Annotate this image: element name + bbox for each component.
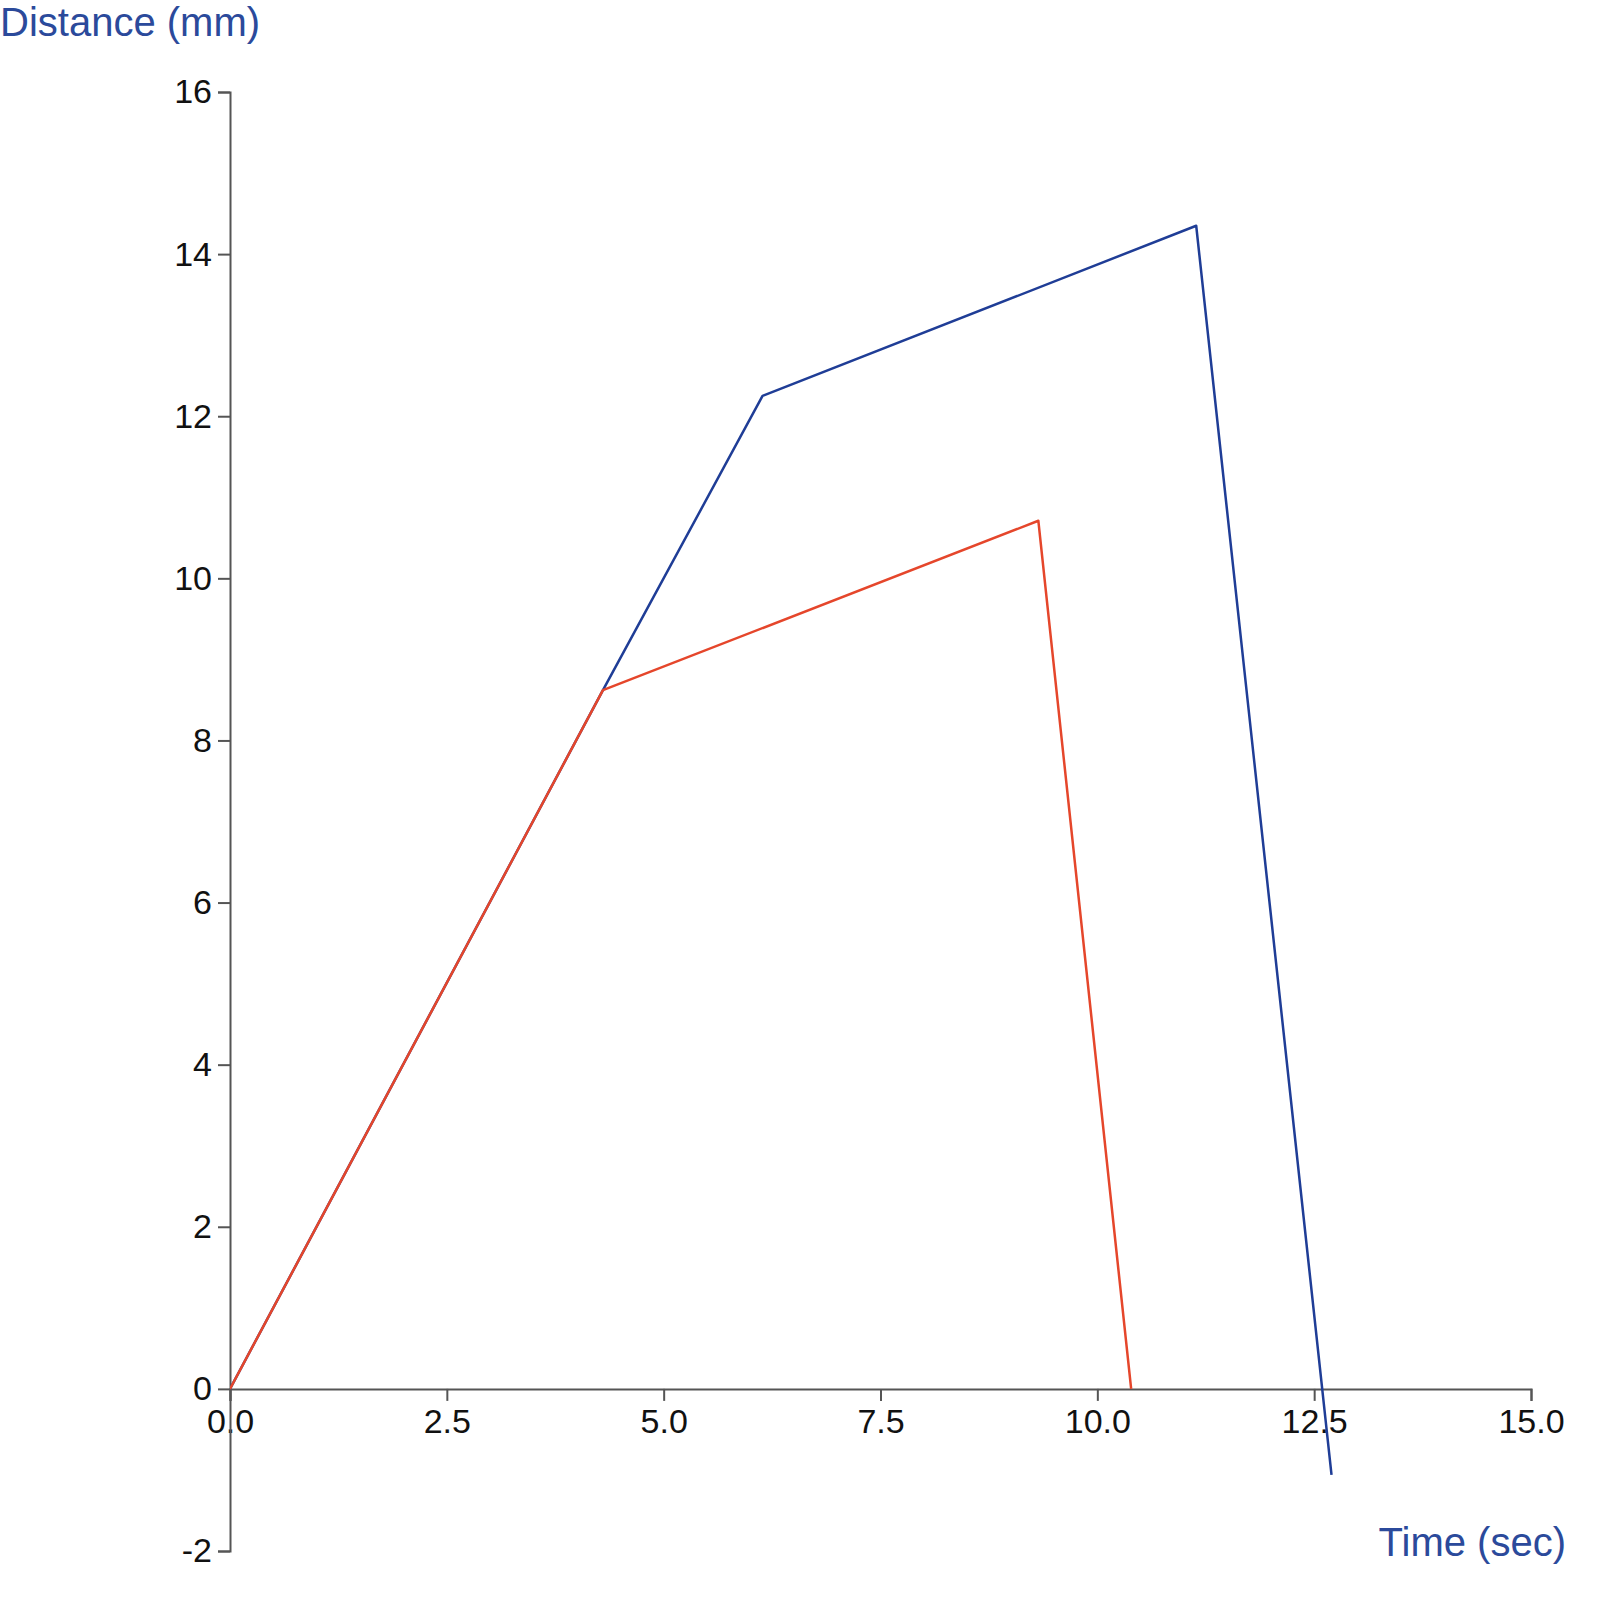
x-tick-label: 2.5 bbox=[424, 1402, 471, 1440]
y-tick-mark bbox=[218, 740, 230, 742]
y-tick-label: 14 bbox=[174, 234, 212, 272]
x-axis-line bbox=[231, 1389, 1532, 1401]
series-line bbox=[230, 226, 1332, 1475]
y-tick: 10 bbox=[174, 559, 230, 597]
y-tick-label: 8 bbox=[193, 721, 212, 759]
y-axis: -2 0 2 4 6 8 10 12 14 16 bbox=[174, 72, 230, 1569]
y-tick: -2 bbox=[182, 1531, 230, 1569]
y-tick-label: 0 bbox=[193, 1369, 212, 1407]
x-axis: 0.02.55.07.510.012.515.0 bbox=[207, 1389, 1565, 1440]
y-tick-mark bbox=[218, 1226, 230, 1228]
y-axis-line bbox=[218, 93, 231, 1552]
x-tick-label: 7.5 bbox=[857, 1402, 904, 1440]
y-axis-title: Distance (mm) bbox=[0, 0, 260, 44]
x-tick: 12.5 bbox=[1282, 1389, 1348, 1440]
y-tick: 16 bbox=[174, 72, 230, 110]
x-tick-label: 12.5 bbox=[1282, 1402, 1348, 1440]
x-tick-mark bbox=[663, 1389, 665, 1401]
y-tick-mark bbox=[218, 902, 230, 904]
x-tick-label: 5.0 bbox=[641, 1402, 688, 1440]
x-tick: 2.5 bbox=[424, 1389, 471, 1440]
x-tick-mark bbox=[1097, 1389, 1099, 1401]
y-tick-mark bbox=[218, 254, 230, 256]
y-tick: 4 bbox=[193, 1045, 230, 1083]
y-tick-label: 6 bbox=[193, 883, 212, 921]
x-tick-mark bbox=[1531, 1389, 1533, 1401]
y-tick-mark bbox=[218, 1388, 230, 1390]
y-tick-label: 4 bbox=[193, 1045, 212, 1083]
y-tick-label: 16 bbox=[174, 72, 212, 110]
y-tick: 12 bbox=[174, 397, 230, 435]
y-tick-mark bbox=[218, 1551, 230, 1553]
y-tick-label: -2 bbox=[182, 1531, 212, 1569]
y-tick-mark bbox=[218, 578, 230, 580]
x-tick-mark bbox=[880, 1389, 882, 1401]
chart: 0.02.55.07.510.012.515.0-20246810121416D… bbox=[0, 0, 1600, 1600]
y-tick: 8 bbox=[193, 721, 230, 759]
series-line bbox=[230, 521, 1131, 1389]
y-tick-mark bbox=[218, 1064, 230, 1066]
x-tick-label: 15.0 bbox=[1498, 1402, 1564, 1440]
x-tick-label: 10.0 bbox=[1065, 1402, 1131, 1440]
x-tick: 15.0 bbox=[1498, 1389, 1564, 1440]
y-tick-mark bbox=[218, 92, 230, 94]
y-tick: 2 bbox=[193, 1207, 230, 1245]
y-tick-label: 12 bbox=[174, 397, 212, 435]
y-tick-mark bbox=[218, 416, 230, 418]
x-axis-title: Time (sec) bbox=[1379, 1520, 1566, 1564]
y-tick-label: 2 bbox=[193, 1207, 212, 1245]
y-tick: 0 bbox=[193, 1369, 230, 1407]
x-tick: 10.0 bbox=[1065, 1389, 1131, 1440]
x-tick-mark bbox=[446, 1389, 448, 1401]
x-tick: 5.0 bbox=[641, 1389, 688, 1440]
x-tick: 7.5 bbox=[857, 1389, 904, 1440]
y-tick: 14 bbox=[174, 234, 230, 272]
x-tick-mark bbox=[1314, 1389, 1316, 1401]
plot-area bbox=[230, 226, 1332, 1475]
y-tick-label: 10 bbox=[174, 559, 212, 597]
y-tick: 6 bbox=[193, 883, 230, 921]
